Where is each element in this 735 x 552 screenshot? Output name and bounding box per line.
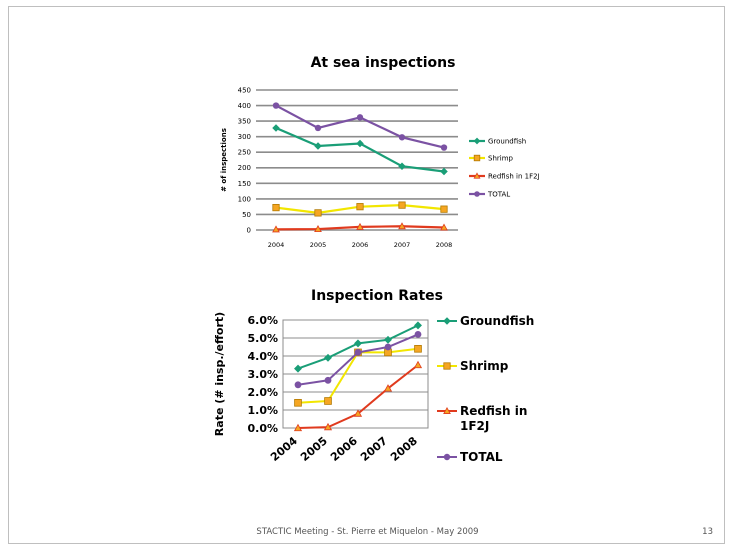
sea-x-tick-label: 2006 [352, 241, 369, 249]
rate-series-line-shrimp [297, 347, 419, 404]
sea-legend-marker-redfish-in-1f2j [473, 172, 481, 179]
rate-data-point-redfish-in-1f2j [293, 423, 303, 432]
rate-data-point-groundfish [384, 335, 392, 344]
sea-y-tick-label: 0 [247, 226, 251, 234]
sea-data-point-groundfish [314, 142, 322, 150]
footer-text: STACTIC Meeting - St. Pierre et Miquelon… [256, 527, 479, 537]
sea-data-point-redfish-in-1f2j [314, 225, 322, 233]
rate-data-point-groundfish [414, 321, 422, 330]
sea-y-tick-label: 400 [238, 102, 251, 110]
sea-x-tick-label: 2007 [394, 241, 411, 249]
rate-x-tick-label: 2004 [268, 434, 300, 464]
sea-y-tick-label: 300 [238, 133, 251, 141]
rate-data-point-total [414, 331, 422, 338]
sea-data-point-redfish-in-1f2j [440, 223, 448, 231]
sea-legend-label-groundfish: Groundfish [488, 137, 526, 145]
rate-data-point-total [324, 376, 332, 384]
sea-data-point-total [272, 102, 280, 109]
rate-y-tick-label: 5.0% [247, 332, 278, 345]
sea-data-point-shrimp [272, 203, 280, 212]
sea-series-line-groundfish [275, 126, 445, 173]
sea-x-tick-label: 2004 [268, 241, 285, 249]
rate-chart-title: Inspection Rates [311, 288, 443, 304]
sea-x-tick-label: 2008 [436, 241, 453, 249]
rate-legend-label-total: TOTAL [460, 450, 503, 464]
rate-data-point-total [354, 349, 362, 356]
rate-x-tick-label: 2005 [298, 434, 330, 464]
sea-y-axis-label: # of inspections [220, 128, 228, 192]
sea-legend-marker-total [474, 191, 480, 197]
slide-frame [8, 6, 725, 544]
sea-data-point-shrimp [356, 203, 364, 211]
rate-data-point-groundfish [354, 339, 362, 348]
rate-data-point-redfish-in-1f2j [353, 409, 363, 417]
rate-y-tick-label: 2.0% [247, 386, 278, 399]
sea-data-point-redfish-in-1f2j [272, 225, 280, 233]
rate-data-point-total [294, 381, 302, 389]
rate-data-point-total [384, 343, 392, 351]
sea-data-point-groundfish [272, 124, 280, 132]
sea-y-tick-label: 200 [238, 164, 251, 172]
rate-legend-label-groundfish: Groundfish [460, 314, 534, 328]
sea-data-point-total [440, 144, 448, 151]
rate-y-axis-label: Rate (# insp./effort) [213, 312, 226, 436]
sea-data-point-redfish-in-1f2j [398, 222, 406, 230]
rate-data-point-groundfish [294, 364, 302, 373]
sea-y-tick-label: 450 [238, 86, 251, 94]
page-number: 13 [702, 527, 713, 537]
rate-data-point-redfish-in-1f2j [383, 384, 393, 392]
rate-plot-frame [282, 319, 429, 429]
rate-x-tick-label: 2007 [358, 434, 390, 464]
sea-legend-label-total: TOTAL [487, 190, 510, 198]
rate-y-tick-label: 3.0% [247, 368, 278, 381]
sea-chart-title: At sea inspections [311, 55, 456, 71]
sea-data-point-groundfish [398, 162, 406, 170]
sea-legend-label-redfish-in-1f2j: Redfish in 1F2J [488, 172, 540, 180]
rate-data-point-redfish-in-1f2j [323, 422, 333, 431]
sea-data-point-shrimp [314, 209, 322, 217]
rate-data-point-groundfish [324, 353, 332, 362]
sea-y-tick-label: 250 [238, 149, 251, 157]
sea-legend-label-shrimp: Shrimp [488, 154, 514, 162]
rate-data-point-shrimp [294, 398, 302, 407]
sea-data-point-total [314, 124, 322, 132]
sea-data-point-redfish-in-1f2j [356, 222, 364, 230]
sea-data-point-groundfish [356, 139, 364, 148]
sea-y-tick-label: 150 [238, 180, 251, 188]
rate-legend-marker-total [443, 453, 451, 461]
sea-y-tick-label: 100 [238, 195, 251, 203]
sea-y-tick-label: 350 [238, 118, 251, 126]
rate-data-point-shrimp [324, 397, 332, 405]
rate-legend-marker-groundfish [443, 317, 451, 325]
sea-data-point-total [356, 114, 364, 121]
rate-legend-marker-shrimp [443, 362, 451, 370]
rate-y-tick-label: 1.0% [247, 404, 278, 417]
rate-x-tick-label: 2008 [388, 434, 420, 464]
sea-data-point-shrimp [398, 201, 406, 209]
rate-legend-label-redfish-in-1f2j: Redfish in [460, 404, 527, 418]
rate-data-point-shrimp [414, 344, 422, 353]
sea-x-tick-label: 2005 [310, 241, 327, 249]
rate-y-tick-label: 6.0% [247, 314, 278, 327]
sea-y-tick-label: 50 [242, 211, 251, 219]
rate-y-tick-label: 4.0% [247, 350, 278, 363]
sea-legend-marker-groundfish [473, 137, 481, 145]
sea-data-point-shrimp [440, 205, 448, 213]
sea-data-point-groundfish [440, 167, 448, 176]
sea-data-point-total [398, 134, 406, 141]
rate-legend-marker-redfish-in-1f2j [443, 406, 451, 414]
rate-legend-label-redfish-in-1f2j-cont: 1F2J [460, 419, 489, 433]
rate-x-tick-label: 2006 [328, 434, 360, 464]
rate-y-tick-label: 0.0% [247, 422, 278, 435]
rate-data-point-redfish-in-1f2j [413, 360, 423, 369]
rate-legend-label-shrimp: Shrimp [460, 359, 509, 373]
sea-legend-marker-shrimp [473, 154, 481, 162]
